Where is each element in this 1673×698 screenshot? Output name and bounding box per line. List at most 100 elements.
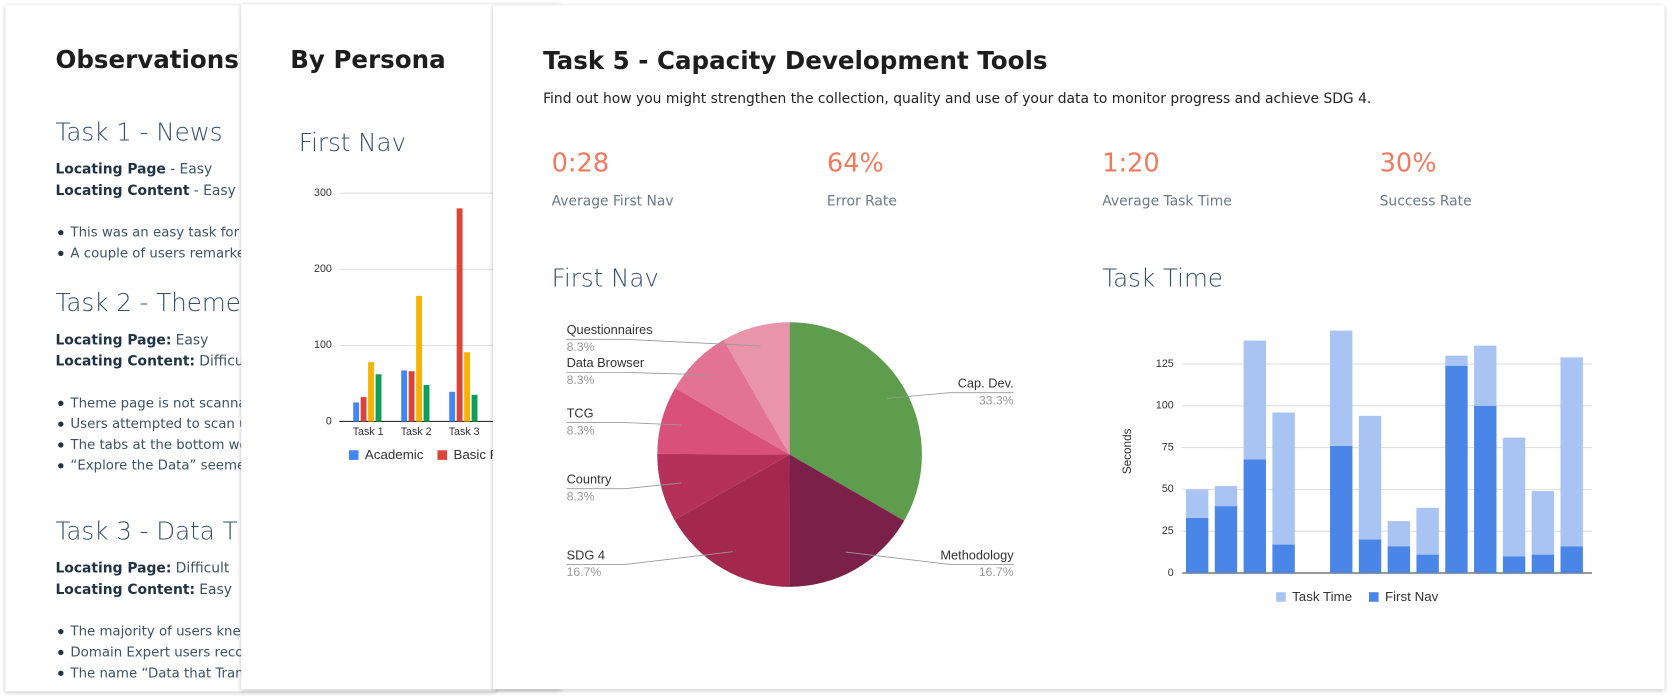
- legend-label: First Nav: [1385, 589, 1439, 604]
- bar-segment: [1272, 544, 1295, 573]
- field-value: - Easy: [194, 183, 236, 199]
- bar: [471, 394, 478, 422]
- field-label: Locating Page: [55, 162, 165, 178]
- slice-label: Data Browser: [567, 355, 645, 370]
- x-tick-label: Task 2: [401, 426, 432, 438]
- bar-segment: [1445, 355, 1468, 366]
- slice-label: Questionnaires: [567, 322, 653, 337]
- bar-segment: [1502, 556, 1526, 573]
- chart-title: First Nav: [552, 264, 659, 293]
- slice-value: 16.7%: [979, 565, 1014, 579]
- metric-label: Average First Nav: [552, 194, 674, 210]
- y-tick-label: 100: [314, 339, 332, 351]
- field-label: Locating Content:: [55, 582, 195, 598]
- legend-label: Task Time: [1292, 589, 1352, 604]
- slice-value: 16.7%: [567, 565, 602, 579]
- field-value: Difficult: [199, 354, 253, 370]
- bullet-dot: [58, 250, 64, 257]
- legend-swatch: [437, 450, 448, 460]
- bar: [401, 370, 408, 422]
- bar-segment: [1560, 546, 1583, 573]
- leader-line: [566, 338, 761, 347]
- bullet-dot: [58, 670, 64, 676]
- chart-title: First Nav: [299, 128, 406, 157]
- leader-line: [566, 482, 681, 490]
- slice-value: 8.3%: [567, 373, 595, 387]
- bullet-text: Theme page is not scannal: [69, 396, 250, 411]
- field-label: Locating Page:: [55, 332, 171, 348]
- slice-label: Cap. Dev.: [958, 375, 1014, 390]
- task5-card: Task 5 - Capacity Development Tools Find …: [492, 5, 1665, 690]
- leader-line: [886, 392, 1014, 399]
- observations-canvas: Observations Task 1 - News Locating Page - …: [55, 45, 254, 681]
- bar-segment: [1214, 486, 1238, 507]
- y-tick-label: 0: [326, 415, 332, 427]
- pie-slice: [789, 322, 922, 521]
- slice-label: SDG 4: [567, 547, 605, 562]
- bar: [375, 374, 382, 422]
- pie-slice: [789, 454, 905, 587]
- bar: [423, 384, 430, 422]
- chart-title: Task Time: [1102, 264, 1223, 293]
- bar-segment: [1502, 437, 1526, 557]
- y-tick-label: 25: [1162, 525, 1174, 537]
- legend-swatch: [1276, 592, 1286, 602]
- bullet-dot: [58, 649, 64, 656]
- metric-value: 64%: [827, 148, 884, 178]
- bullet-dot: [58, 229, 64, 236]
- section-title: Task 3 - Data T: [55, 516, 237, 545]
- bar-segment: [1330, 330, 1353, 446]
- y-tick-label: 300: [314, 187, 332, 199]
- slice-label: Methodology: [940, 547, 1014, 562]
- section-title: Task 1 - News: [55, 117, 222, 146]
- field-value: Easy: [176, 332, 209, 348]
- metric-value: 30%: [1380, 148, 1437, 178]
- x-tick-label: Task 1: [353, 426, 384, 438]
- legend-label: Basic F: [453, 447, 497, 462]
- card-title: By Persona: [290, 45, 445, 74]
- bullet-dot: [58, 463, 64, 469]
- bar-segment: [1387, 521, 1411, 547]
- pie-slice: [657, 388, 790, 455]
- bar: [416, 295, 422, 422]
- bullet-text: A couple of users remarked: [70, 246, 253, 261]
- bullet-text: This was an easy task for a: [69, 226, 251, 241]
- field-label: Locating Content:: [55, 354, 195, 370]
- bullet-text: Domain Expert users recog: [70, 645, 251, 660]
- bar-segment: [1416, 554, 1439, 573]
- metric-label: Success Rate: [1380, 194, 1472, 210]
- y-axis-label: Seconds: [1121, 428, 1134, 474]
- bar-segment: [1358, 539, 1382, 573]
- bullet-dot: [58, 442, 64, 448]
- y-tick-label: 100: [1156, 400, 1174, 412]
- bar: [353, 402, 360, 422]
- pie-slice: [675, 339, 790, 455]
- slice-value: 8.3%: [567, 423, 595, 437]
- bullet-text: The tabs at the bottom wer: [69, 438, 253, 453]
- field-label: Locating Page:: [55, 561, 171, 577]
- legend-swatch: [1368, 592, 1379, 602]
- bar-segment: [1416, 507, 1439, 555]
- bar-segment: [1243, 459, 1266, 573]
- bar-segment: [1531, 491, 1555, 555]
- bullet-text: The name “Data that Trans: [69, 666, 250, 681]
- metric-label: Average Task Time: [1102, 194, 1232, 210]
- field-value: Difficult: [176, 561, 230, 577]
- bar: [368, 362, 374, 422]
- x-tick-label: Task 3: [449, 426, 480, 438]
- section-title: Task 2 - Theme: [55, 288, 240, 317]
- y-tick-label: 75: [1162, 441, 1174, 453]
- y-tick-label: 0: [1168, 567, 1174, 579]
- metric-value: 1:20: [1102, 148, 1159, 178]
- description: Find out how you might strengthen the co…: [543, 91, 1371, 107]
- bullet-text: The majority of users knew: [69, 625, 251, 640]
- metric-value: 0:28: [552, 148, 609, 178]
- metric-label: Error Rate: [827, 194, 897, 210]
- bar: [464, 352, 471, 422]
- bar: [456, 208, 463, 422]
- bar-segment: [1387, 546, 1411, 573]
- bar-segment: [1185, 517, 1209, 573]
- bar: [449, 391, 456, 422]
- slice-value: 33.3%: [979, 393, 1014, 407]
- legend-label: Academic: [365, 447, 424, 462]
